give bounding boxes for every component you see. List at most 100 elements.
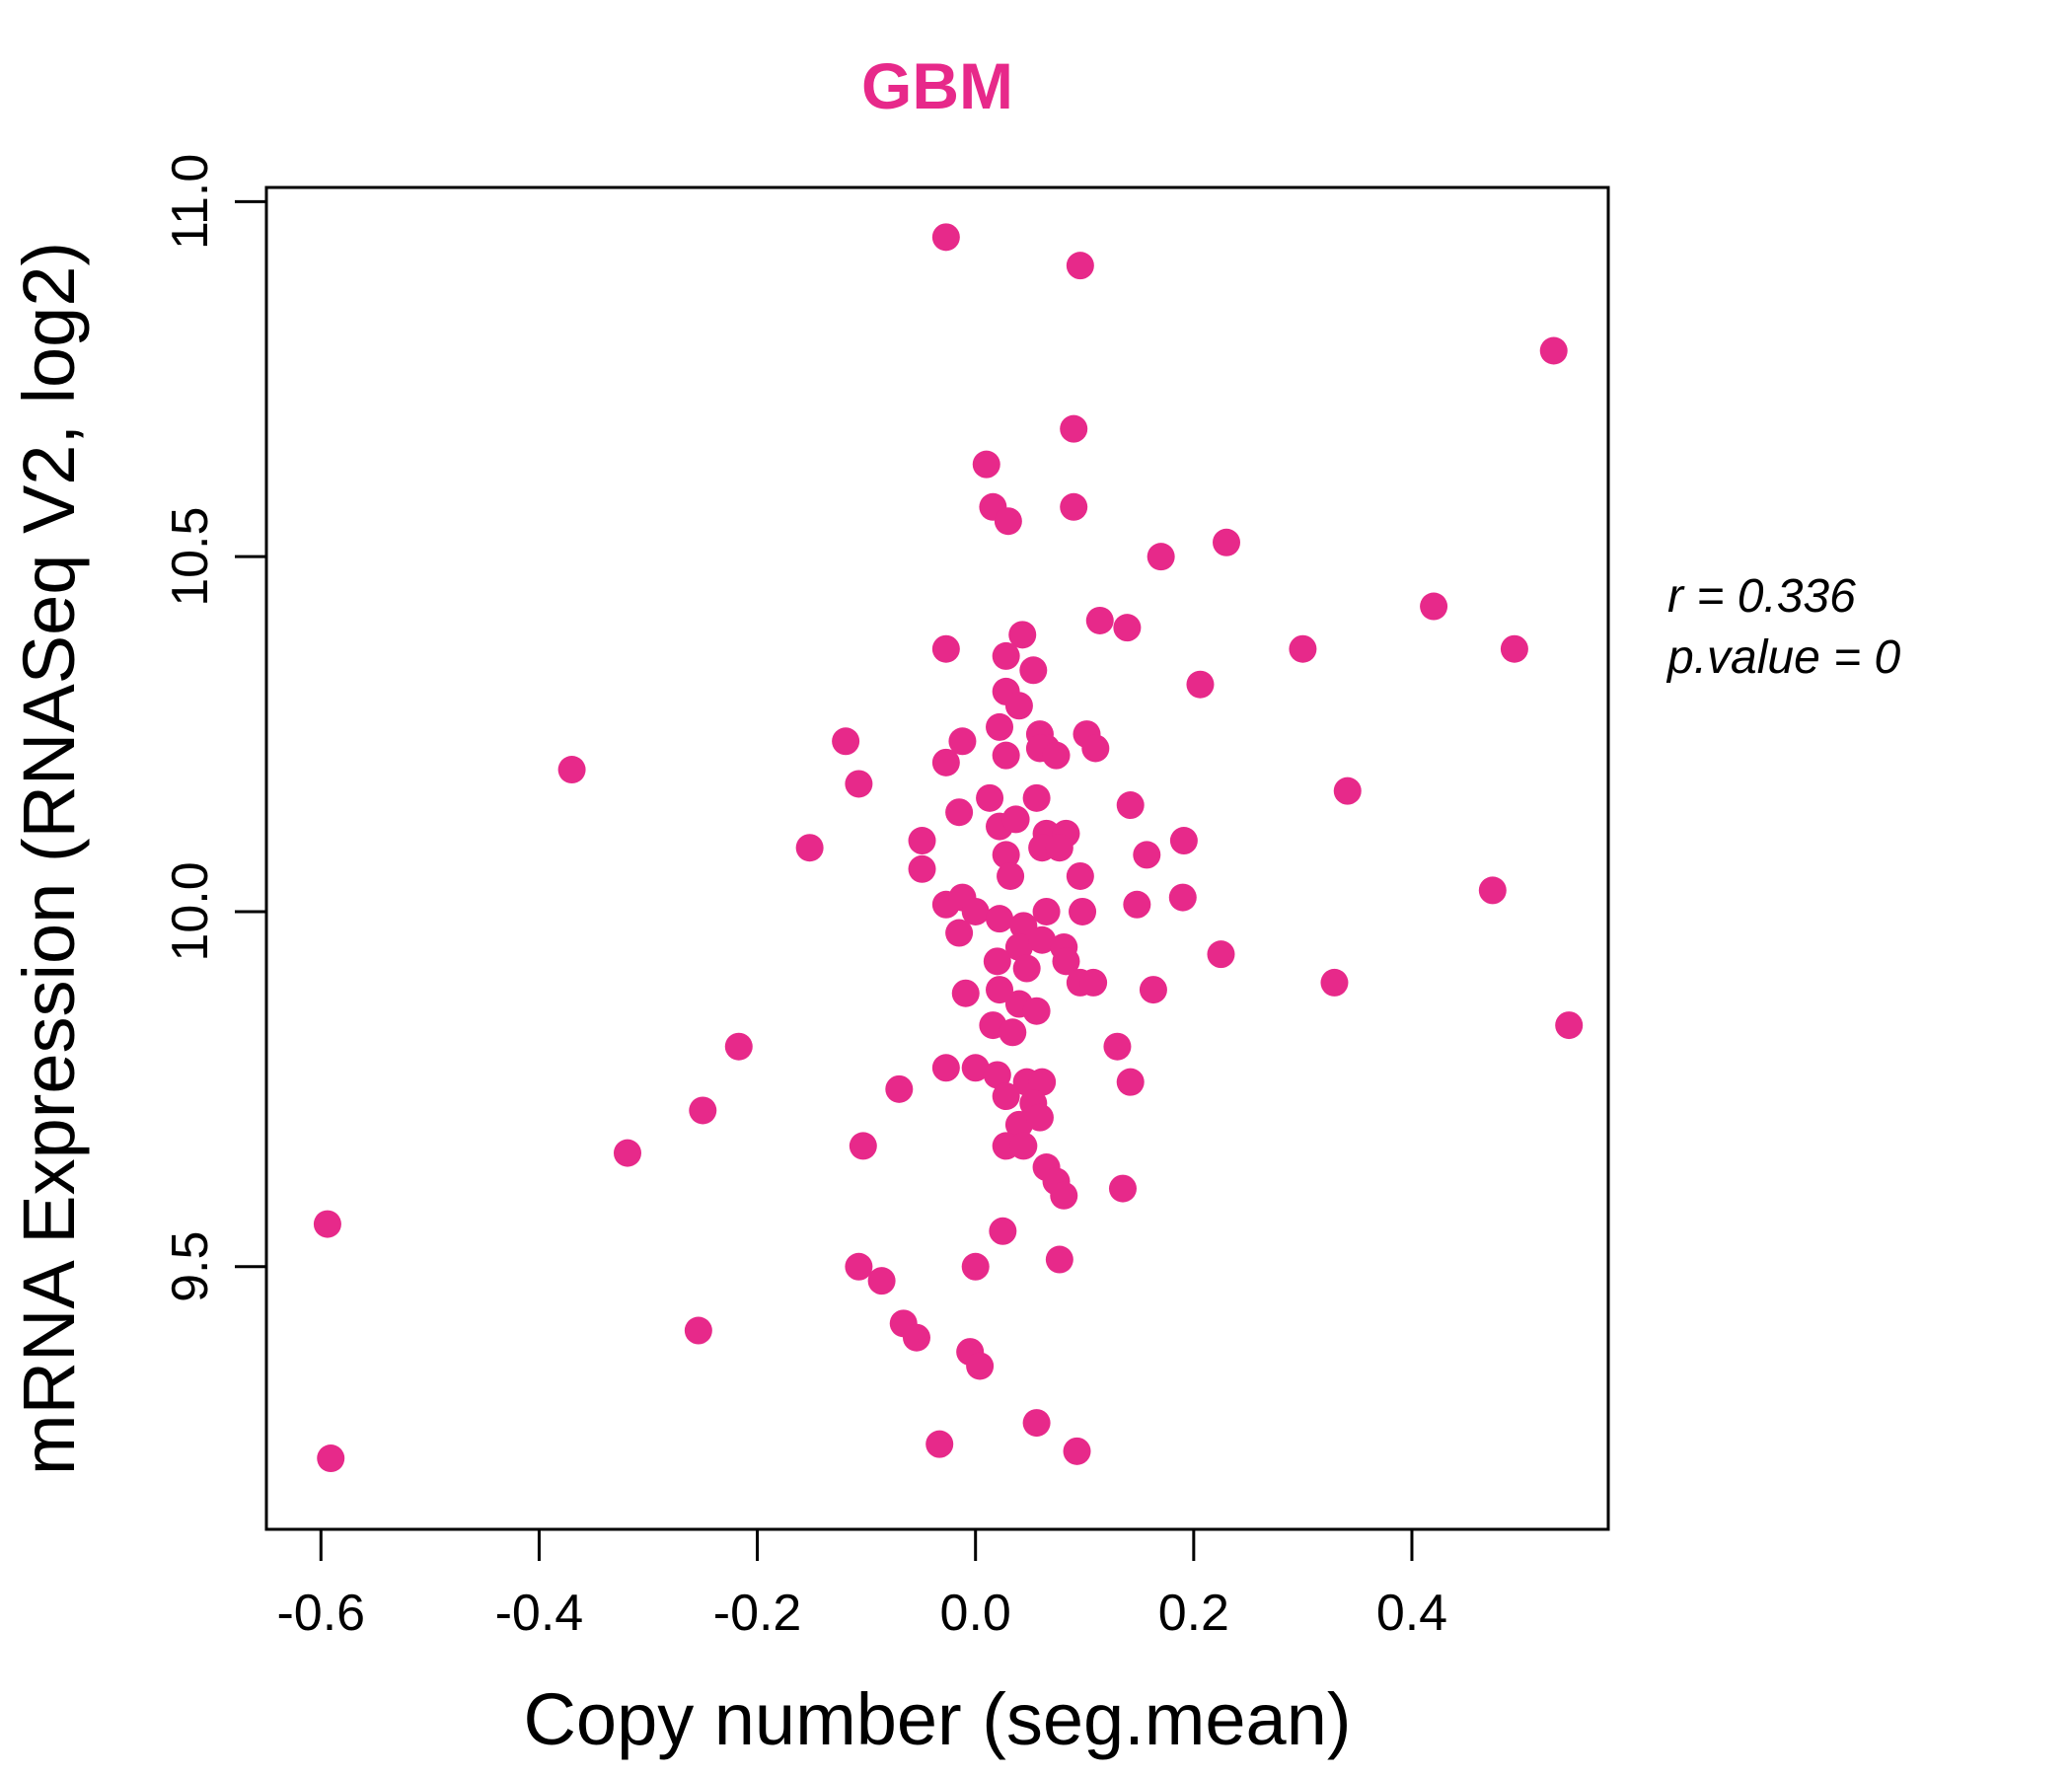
data-point [1063, 1437, 1091, 1465]
y-axis-ticks: 9.5 10.0 10.5 11.0 [162, 154, 266, 1302]
data-point [1004, 932, 1033, 961]
data-point [684, 1316, 712, 1345]
data-point [849, 1132, 877, 1160]
data-point [1147, 543, 1175, 571]
data-point [951, 979, 980, 1007]
data-point [832, 727, 860, 756]
data-point [613, 1139, 641, 1167]
data-point [1420, 592, 1448, 621]
data-point [1008, 621, 1037, 649]
data-point [1186, 670, 1215, 699]
data-point [1060, 492, 1088, 521]
y-axis-label: mRNA Expression (RNASeq V2, log2) [8, 242, 90, 1475]
data-point [931, 1054, 960, 1082]
data-point [992, 1082, 1020, 1111]
data-point [976, 783, 1004, 812]
data-point [983, 947, 1011, 976]
data-point [1289, 634, 1317, 663]
data-point [994, 507, 1022, 536]
data-point [931, 634, 960, 663]
x-tick-label: 0.4 [1376, 1585, 1447, 1642]
correlation-r-text: r = 0.336 [1667, 570, 1856, 623]
data-point [931, 223, 960, 252]
data-point [1001, 805, 1030, 834]
data-point [1116, 1068, 1145, 1096]
y-tick-label: 9.5 [162, 1231, 219, 1302]
data-point [948, 727, 977, 756]
data-point [908, 827, 936, 855]
data-point [986, 976, 1014, 1004]
data-point [908, 854, 936, 883]
x-tick-label: 0.2 [1158, 1585, 1229, 1642]
data-point [1042, 741, 1071, 770]
data-point [972, 450, 1000, 479]
data-point [1108, 1174, 1137, 1203]
y-tick-label: 10.5 [162, 507, 219, 607]
data-point [1213, 528, 1241, 556]
data-point [925, 1430, 954, 1458]
data-point [1019, 656, 1048, 685]
data-point [867, 1267, 896, 1295]
data-point [1022, 997, 1051, 1025]
data-point [992, 841, 1020, 869]
data-point [1133, 841, 1161, 869]
data-point [1066, 861, 1094, 890]
x-axis-label: Copy number (seg.mean) [523, 1678, 1351, 1760]
data-point [845, 770, 873, 798]
data-point [885, 1074, 914, 1103]
data-point [1004, 1110, 1033, 1139]
scatter-points [313, 223, 1584, 1473]
data-point [1028, 925, 1057, 954]
data-point [1009, 1132, 1038, 1160]
chart-title: GBM [861, 49, 1013, 122]
data-point [1032, 897, 1061, 925]
x-tick-label: -0.4 [495, 1585, 584, 1642]
data-point [1079, 968, 1108, 997]
y-tick-label: 11.0 [162, 154, 219, 250]
data-point [997, 861, 1025, 890]
data-point [845, 1252, 873, 1281]
data-point [1169, 827, 1198, 855]
data-point [1004, 692, 1033, 720]
data-point [1066, 252, 1094, 280]
data-point [902, 1323, 930, 1352]
y-tick-label: 10.0 [162, 861, 219, 961]
data-point [992, 741, 1020, 770]
data-point [1500, 634, 1528, 663]
data-point [961, 1252, 990, 1281]
correlation-pvalue-text: p.value = 0 [1665, 631, 1900, 684]
data-point [1207, 940, 1235, 969]
data-point [992, 641, 1020, 670]
data-point [1085, 606, 1114, 634]
x-axis-ticks: -0.6 -0.4 -0.2 0.0 0.2 0.4 [276, 1529, 1447, 1642]
data-point [1025, 1103, 1054, 1132]
data-point [317, 1444, 345, 1473]
data-point [999, 1018, 1027, 1047]
data-point [1103, 1032, 1132, 1061]
x-tick-label: 0.0 [940, 1585, 1011, 1642]
data-point [557, 756, 586, 784]
data-point [1069, 897, 1097, 925]
data-point [945, 919, 974, 947]
data-point [1320, 968, 1349, 997]
data-point [1022, 1409, 1051, 1438]
x-tick-label: -0.6 [276, 1585, 365, 1642]
data-point [989, 1217, 1017, 1245]
data-point [1555, 1011, 1584, 1040]
data-point [1045, 1245, 1073, 1274]
data-point [1045, 834, 1073, 862]
data-point [1113, 614, 1142, 642]
data-point [1539, 336, 1568, 365]
data-point [689, 1096, 717, 1125]
data-point [724, 1032, 753, 1061]
data-point [961, 1054, 990, 1082]
data-point [1050, 1181, 1078, 1210]
data-point [945, 798, 974, 827]
data-point [1123, 890, 1151, 919]
data-point [1333, 777, 1362, 805]
data-point [986, 905, 1014, 933]
data-point [986, 712, 1014, 741]
data-point [1022, 783, 1051, 812]
